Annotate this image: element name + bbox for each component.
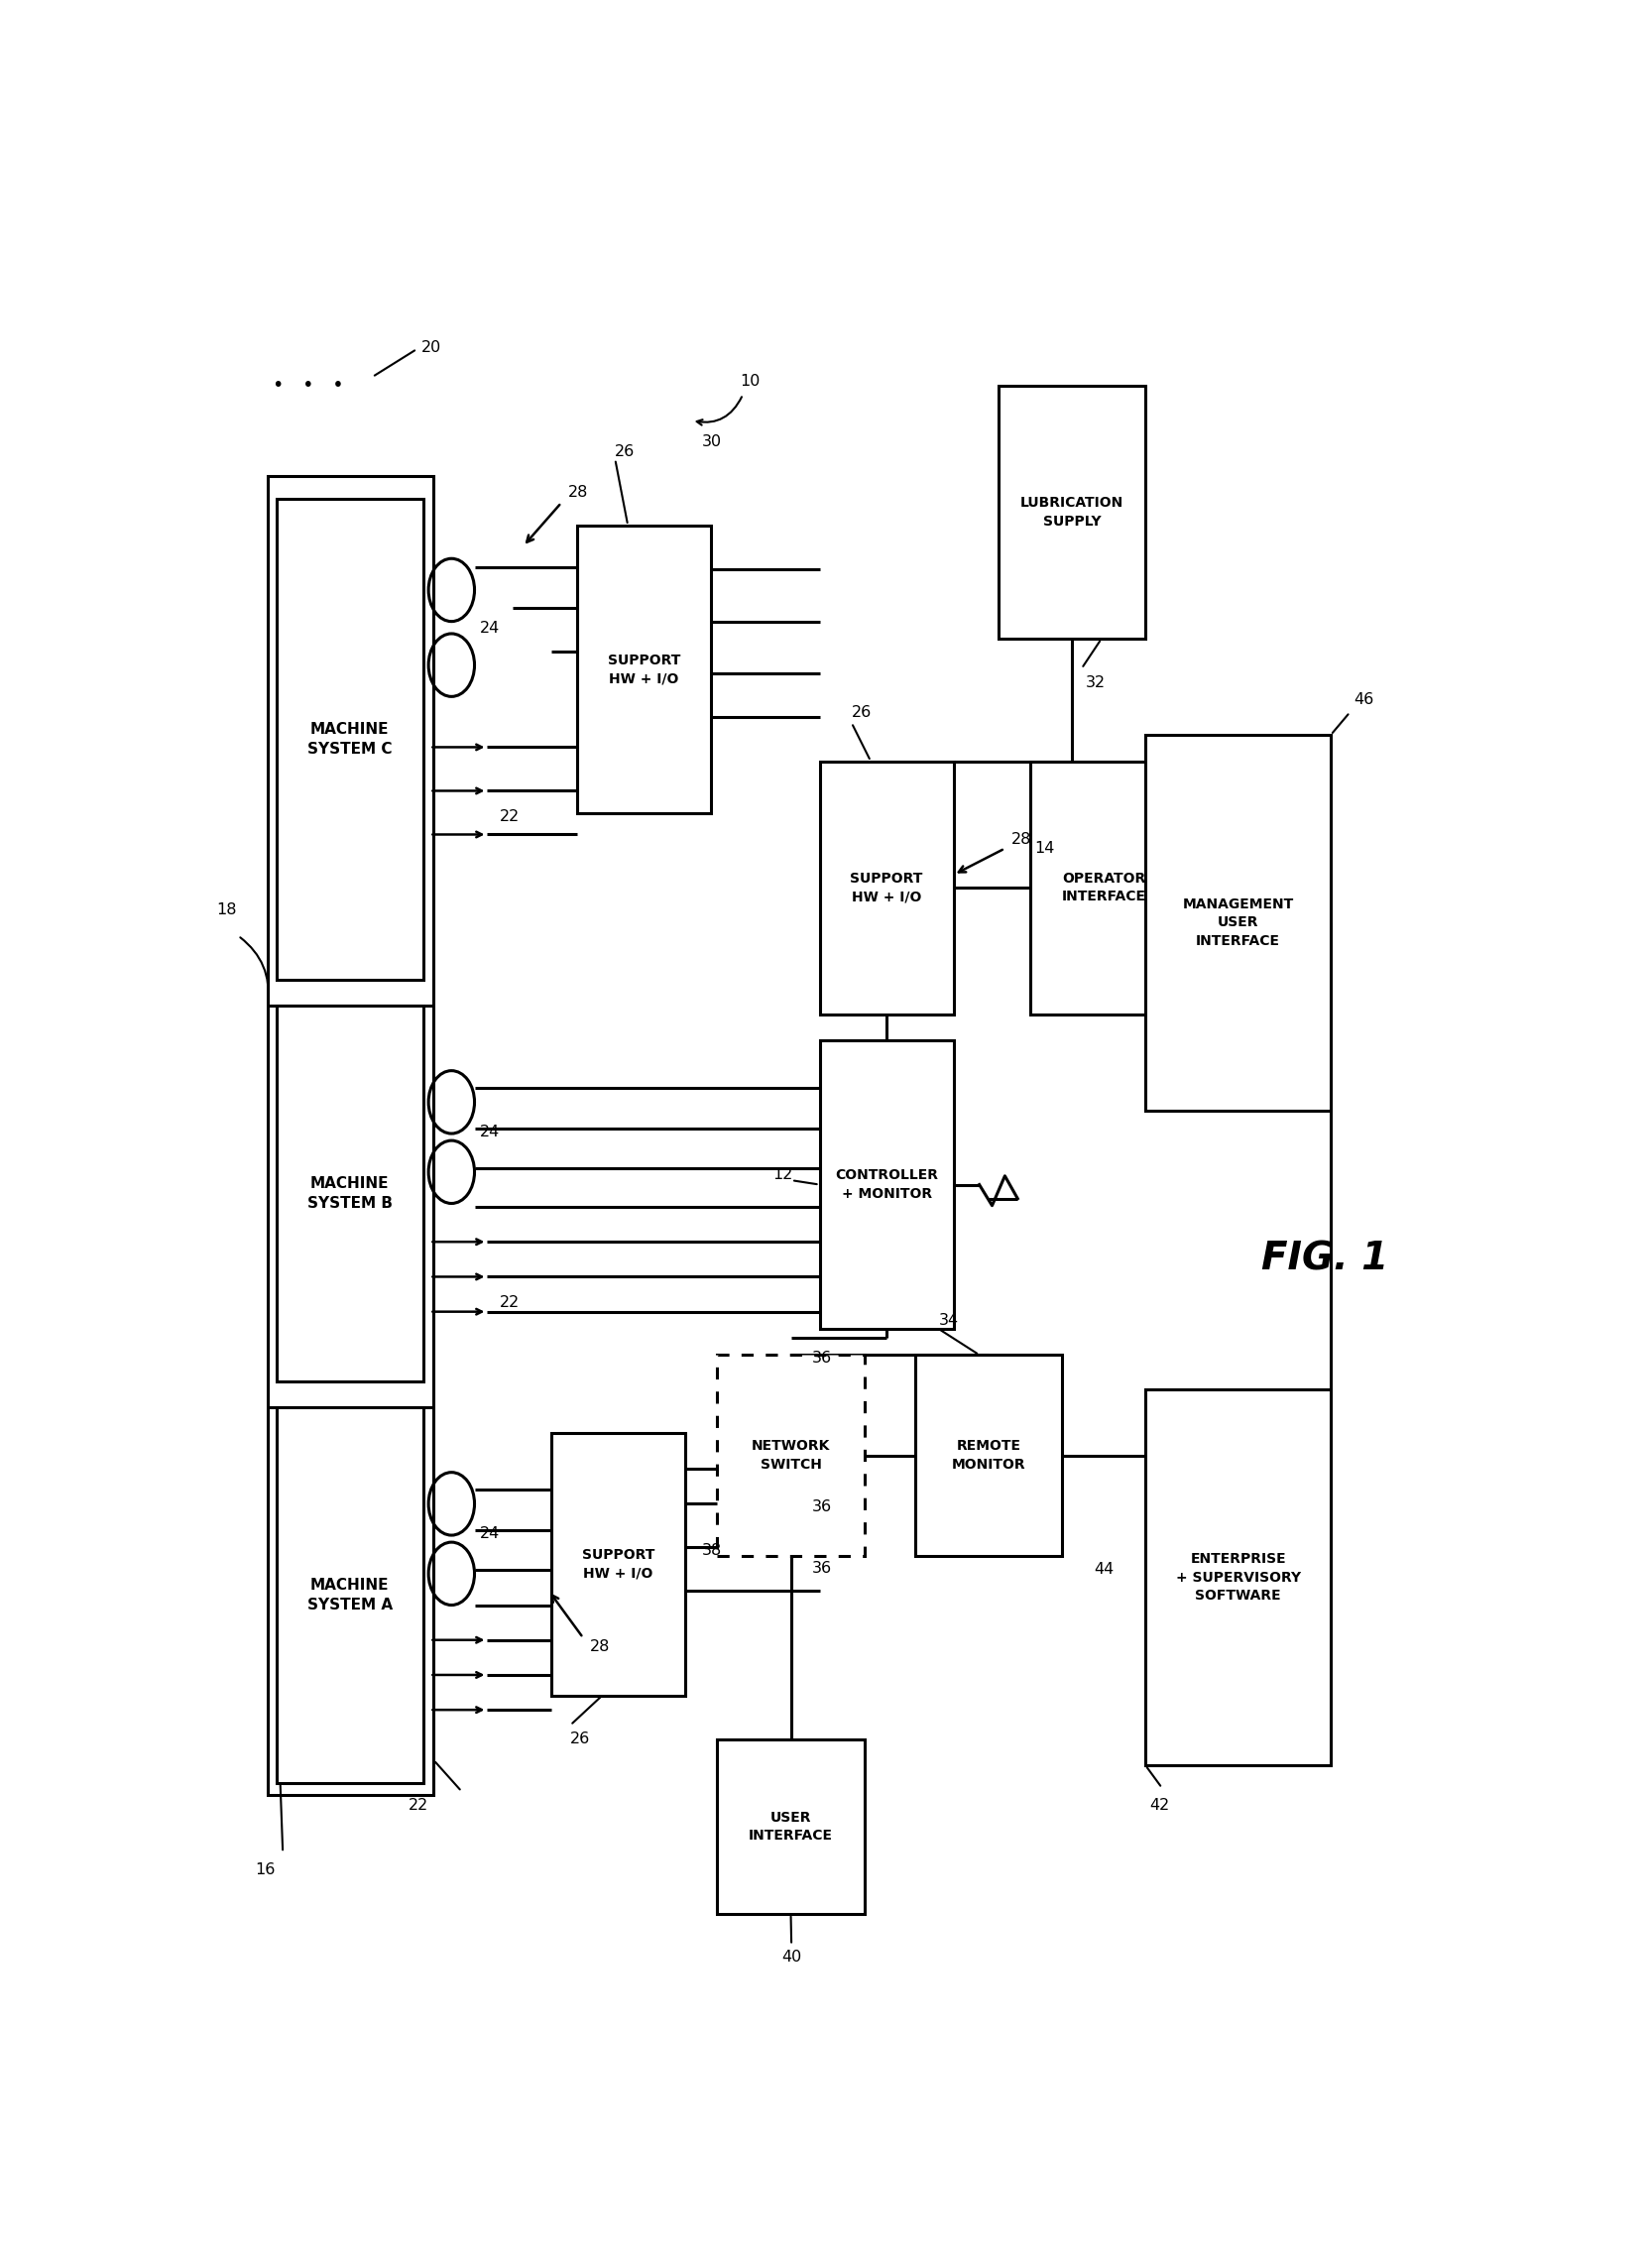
Text: 42: 42: [1149, 1799, 1169, 1812]
FancyBboxPatch shape: [277, 499, 424, 980]
Text: MACHINE
SYSTEM A: MACHINE SYSTEM A: [307, 1579, 392, 1613]
Text: 44: 44: [1095, 1563, 1115, 1576]
Text: 38: 38: [702, 1542, 722, 1558]
Text: 16: 16: [254, 1862, 275, 1878]
FancyBboxPatch shape: [820, 1041, 953, 1329]
FancyBboxPatch shape: [277, 1406, 424, 1783]
Text: 36: 36: [811, 1352, 831, 1365]
Text: SUPPORT
HW + I/O: SUPPORT HW + I/O: [851, 871, 923, 905]
Text: SUPPORT
HW + I/O: SUPPORT HW + I/O: [607, 653, 679, 685]
FancyBboxPatch shape: [577, 526, 711, 814]
Text: 36: 36: [811, 1499, 831, 1515]
Text: 32: 32: [1085, 676, 1105, 689]
Text: 30: 30: [702, 433, 722, 449]
Text: NETWORK
SWITCH: NETWORK SWITCH: [752, 1440, 829, 1472]
FancyBboxPatch shape: [999, 386, 1146, 640]
FancyBboxPatch shape: [277, 1005, 424, 1381]
Text: 22: 22: [407, 1799, 429, 1812]
FancyBboxPatch shape: [717, 1354, 864, 1556]
Text: MANAGEMENT
USER
INTERFACE: MANAGEMENT USER INTERFACE: [1182, 898, 1294, 948]
Text: ENTERPRISE
+ SUPERVISORY
SOFTWARE: ENTERPRISE + SUPERVISORY SOFTWARE: [1176, 1551, 1301, 1603]
FancyBboxPatch shape: [551, 1433, 686, 1696]
Text: MACHINE
SYSTEM B: MACHINE SYSTEM B: [307, 1177, 392, 1211]
Text: 28: 28: [590, 1640, 610, 1653]
Text: 26: 26: [571, 1733, 590, 1746]
Text: 36: 36: [811, 1560, 831, 1576]
Text: 46: 46: [1354, 692, 1374, 708]
FancyBboxPatch shape: [820, 762, 953, 1014]
Text: 10: 10: [740, 374, 760, 388]
FancyBboxPatch shape: [267, 476, 434, 1794]
Text: 28: 28: [1011, 832, 1032, 848]
Text: 20: 20: [420, 340, 440, 354]
Text: 12: 12: [772, 1168, 793, 1182]
Text: 28: 28: [567, 485, 589, 499]
Text: 24: 24: [480, 621, 500, 635]
Text: 34: 34: [938, 1313, 958, 1327]
Text: •   •   •: • • •: [272, 376, 345, 395]
Text: SUPPORT
HW + I/O: SUPPORT HW + I/O: [582, 1549, 655, 1581]
Text: 26: 26: [615, 445, 635, 460]
Text: 24: 24: [480, 1526, 500, 1540]
FancyBboxPatch shape: [717, 1740, 864, 1914]
FancyBboxPatch shape: [1146, 1390, 1331, 1765]
Text: MACHINE
SYSTEM C: MACHINE SYSTEM C: [307, 721, 392, 758]
Text: 24: 24: [480, 1125, 500, 1139]
Text: 26: 26: [851, 705, 872, 719]
FancyBboxPatch shape: [915, 1354, 1062, 1556]
Text: FIG. 1: FIG. 1: [1261, 1241, 1388, 1277]
Text: REMOTE
MONITOR: REMOTE MONITOR: [951, 1440, 1026, 1472]
Text: OPERATOR
INTERFACE: OPERATOR INTERFACE: [1062, 871, 1146, 905]
Text: CONTROLLER
+ MONITOR: CONTROLLER + MONITOR: [834, 1168, 938, 1200]
Text: 22: 22: [500, 1295, 519, 1311]
FancyBboxPatch shape: [1146, 735, 1331, 1111]
Text: 14: 14: [1034, 841, 1054, 855]
Text: USER
INTERFACE: USER INTERFACE: [749, 1810, 833, 1842]
FancyBboxPatch shape: [1031, 762, 1177, 1014]
Text: LUBRICATION
SUPPLY: LUBRICATION SUPPLY: [1021, 497, 1123, 528]
Text: 22: 22: [500, 810, 519, 826]
Text: 40: 40: [782, 1950, 801, 1964]
Text: 18: 18: [216, 903, 237, 916]
